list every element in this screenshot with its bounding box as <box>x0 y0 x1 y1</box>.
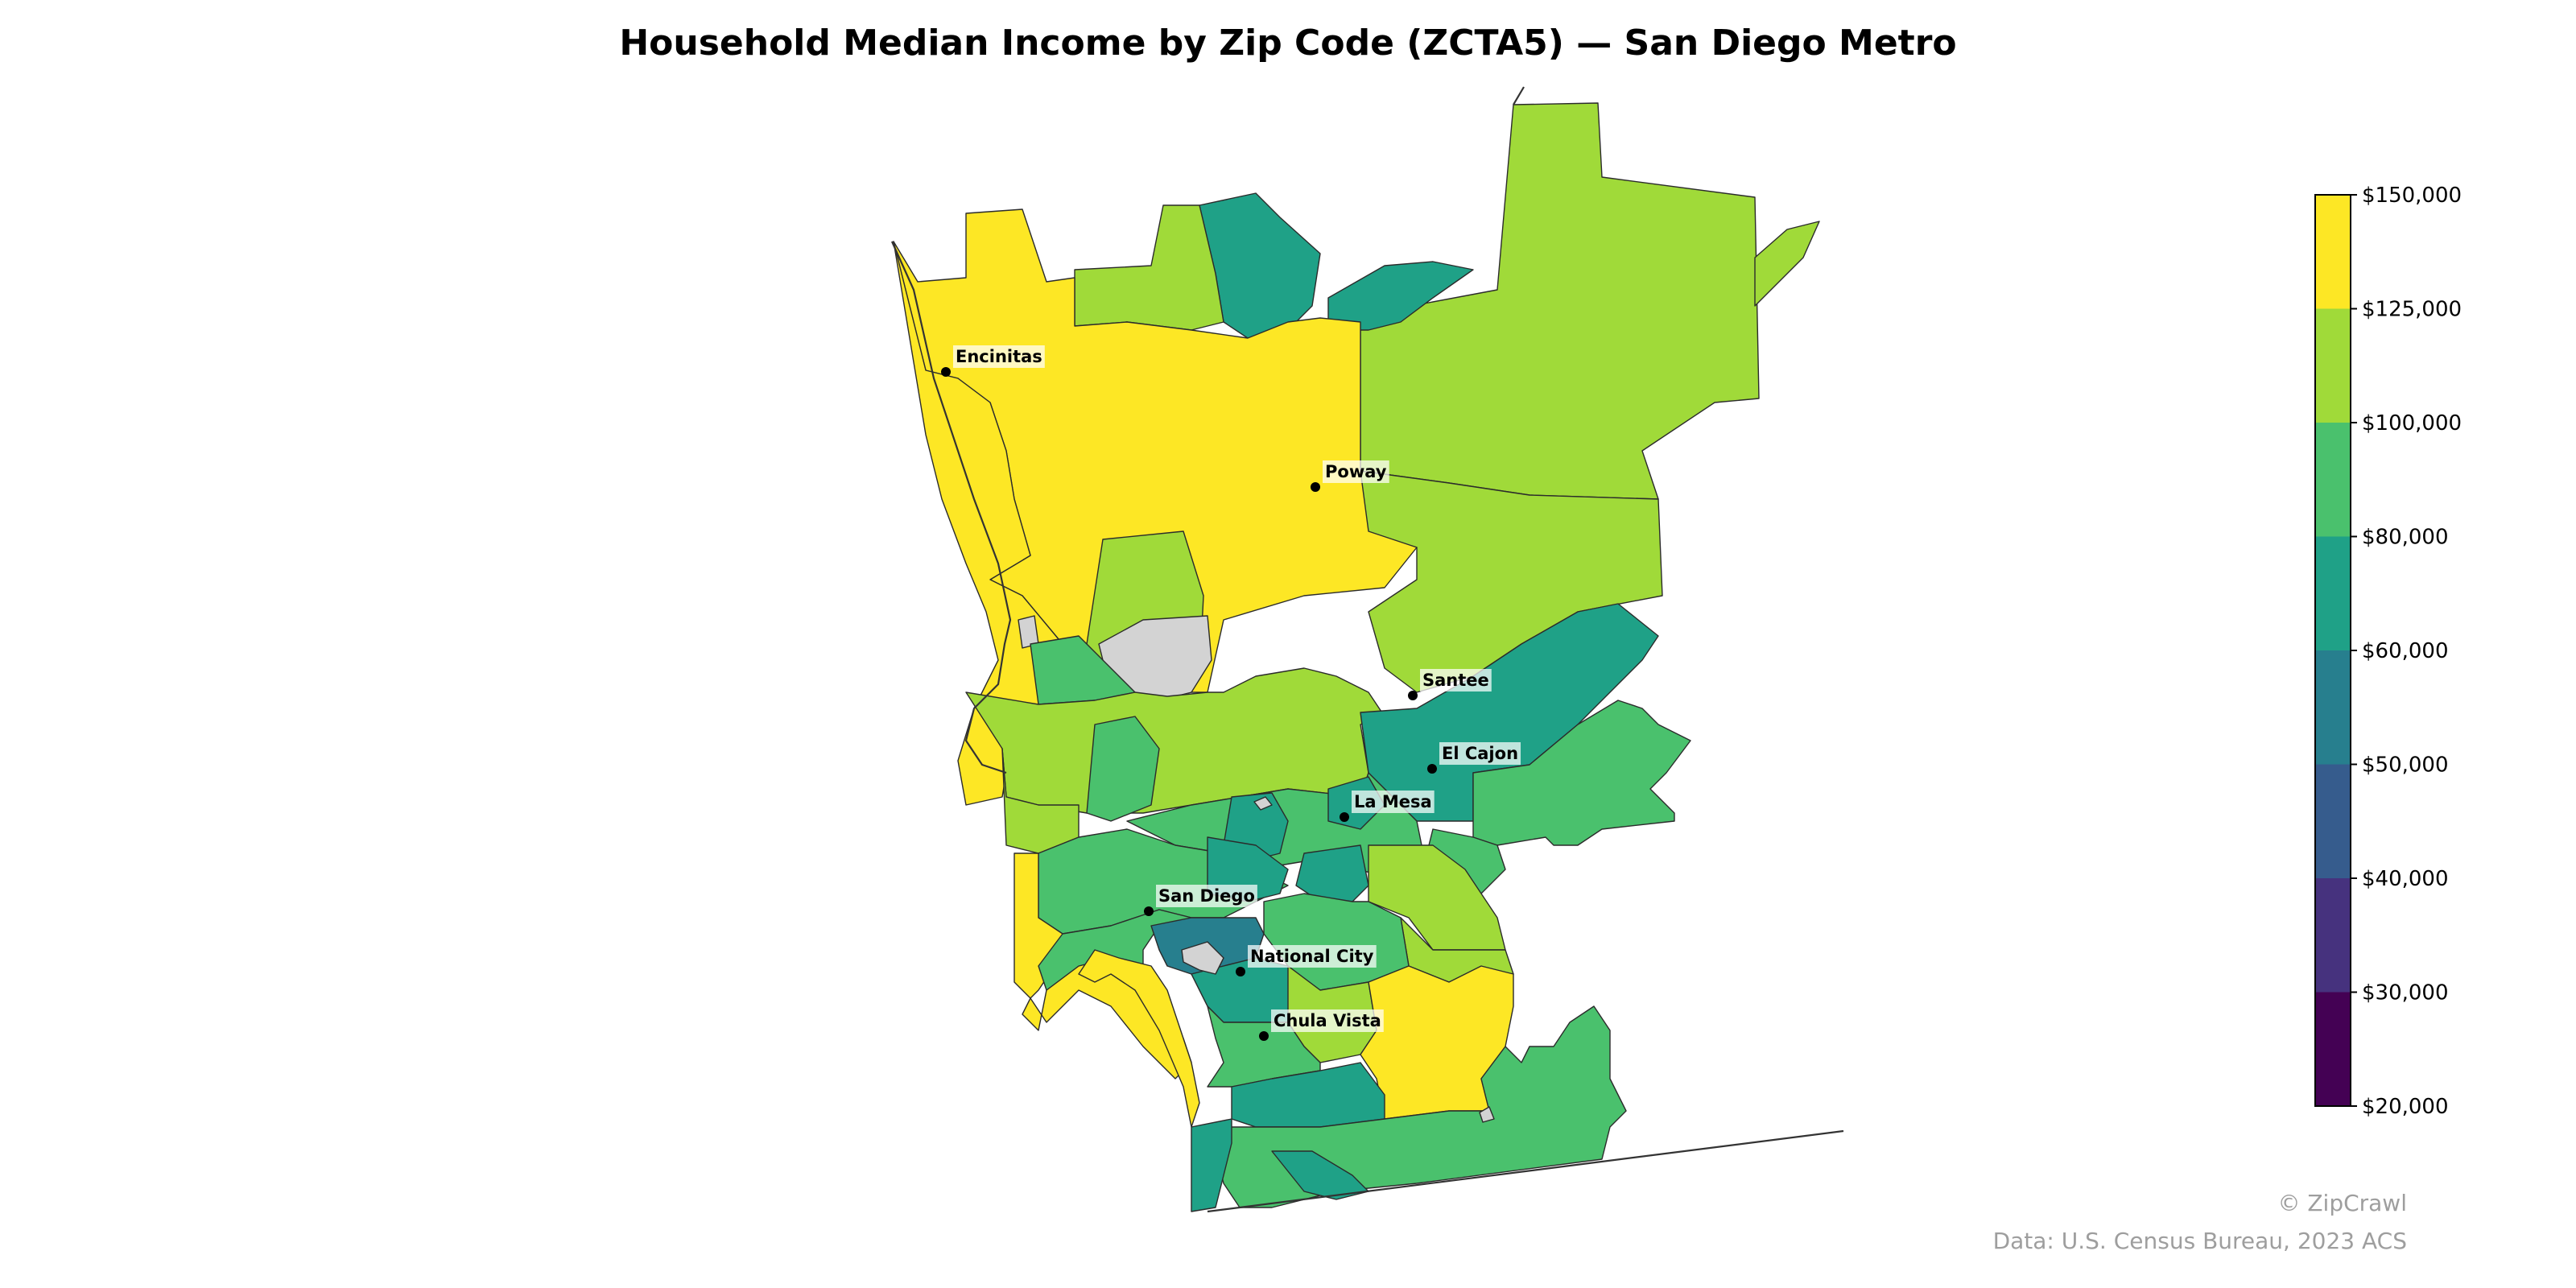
legend-swatch <box>2315 650 2351 765</box>
city-label: Santee <box>1422 671 1489 690</box>
city-dot <box>1144 906 1154 916</box>
city-label: La Mesa <box>1354 792 1432 811</box>
legend-tick-label: $100,000 <box>2362 411 2462 436</box>
zip-region[interactable] <box>1231 1062 1385 1128</box>
city-label-background <box>1323 460 1389 483</box>
city-dot <box>1408 691 1418 700</box>
zip-region-no-data[interactable] <box>1253 796 1273 811</box>
city-marker[interactable]: Encinitas <box>941 345 1045 377</box>
city-dot <box>1311 482 1320 492</box>
city-label-background <box>1420 669 1492 691</box>
city-markers: Encinitas Poway Santee El Cajon La Mesa San D… <box>941 345 1521 1041</box>
legend-swatch <box>2315 992 2351 1107</box>
city-dot <box>1259 1031 1269 1041</box>
city-label: San Diego <box>1158 886 1255 906</box>
city-dot <box>1236 967 1245 976</box>
zip-region[interactable] <box>1754 221 1820 307</box>
zip-region[interactable] <box>1086 716 1160 822</box>
zip-region[interactable] <box>1001 748 1080 854</box>
southern-border <box>1207 1129 1844 1213</box>
city-marker[interactable]: Poway <box>1311 460 1389 492</box>
source-text: Data: U.S. Census Bureau, 2023 ACS <box>1992 1228 2407 1254</box>
city-label-background <box>1156 885 1257 907</box>
legend-tick-label: $125,000 <box>2362 298 2462 322</box>
city-marker[interactable]: National City <box>1236 945 1377 976</box>
legend-swatch <box>2315 308 2351 423</box>
legend-tick-label: $50,000 <box>2362 753 2449 778</box>
city-marker[interactable]: La Mesa <box>1340 791 1435 822</box>
legend-swatch <box>2315 536 2351 651</box>
legend-tick-label: $80,000 <box>2362 526 2449 550</box>
legend-swatch <box>2315 878 2351 993</box>
city-label: National City <box>1250 947 1374 966</box>
legend-tick-label: $40,000 <box>2362 867 2449 891</box>
city-label-background <box>1352 791 1435 813</box>
city-marker[interactable]: El Cajon <box>1427 742 1521 774</box>
credit-text: © ZipCrawl <box>2277 1190 2407 1216</box>
legend-swatch <box>2315 195 2351 309</box>
city-dot <box>1427 764 1437 774</box>
income-legend: $150,000 $125,000 $100,000 $80,000 $60,000 $5… <box>2314 184 2462 1119</box>
city-label: El Cajon <box>1442 744 1518 763</box>
zip-region[interactable] <box>1368 844 1506 951</box>
zip-region-no-data[interactable] <box>1181 941 1224 975</box>
zip-region[interactable] <box>1078 949 1200 1128</box>
zip-region[interactable] <box>1295 844 1369 902</box>
city-label-background <box>1439 742 1521 765</box>
legend-tick-label: $30,000 <box>2362 981 2449 1005</box>
northern-border <box>1513 86 1525 105</box>
city-label: Encinitas <box>956 347 1042 366</box>
legend-tick-label: $20,000 <box>2362 1095 2449 1119</box>
city-marker[interactable]: Chula Vista <box>1259 1009 1384 1041</box>
city-label: Chula Vista <box>1274 1011 1381 1030</box>
legend-swatch <box>2315 423 2351 537</box>
city-dot <box>1340 812 1349 822</box>
zip-regions <box>893 102 1820 1212</box>
zip-region[interactable] <box>1074 204 1224 331</box>
city-label: Poway <box>1325 462 1387 481</box>
coastline <box>890 241 1012 774</box>
city-label-background <box>1271 1009 1384 1032</box>
city-dot <box>941 367 951 377</box>
city-label-background <box>953 345 1045 368</box>
city-marker[interactable]: San Diego <box>1144 885 1257 916</box>
city-marker[interactable]: Santee <box>1408 669 1492 700</box>
city-label-background <box>1248 945 1377 968</box>
zip-region[interactable] <box>1191 1118 1232 1212</box>
page-title: Household Median Income by Zip Code (ZCT… <box>619 23 1957 64</box>
legend-tick-label: $150,000 <box>2362 184 2462 208</box>
legend-tick-label: $60,000 <box>2362 639 2449 663</box>
legend-swatch <box>2315 764 2351 879</box>
zip-region-no-data[interactable] <box>1479 1106 1495 1123</box>
